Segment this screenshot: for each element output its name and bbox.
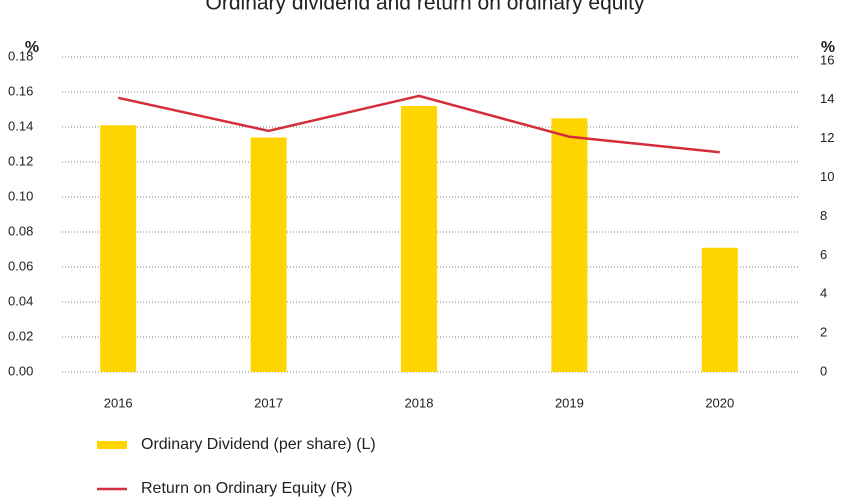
y-tick-label: 0.04 — [8, 293, 33, 308]
y2-tick-label: 12 — [820, 130, 834, 145]
legend-label: Ordinary Dividend (per share) (L) — [141, 436, 376, 453]
y2-tick-label: 0 — [820, 363, 827, 378]
y-tick-label: 0.14 — [8, 118, 33, 133]
chart-title: Ordinary dividend and return on ordinary… — [206, 0, 645, 15]
y-tick-label: 0.16 — [8, 83, 33, 98]
y2-tick-label: 6 — [820, 247, 827, 262]
x-tick-label: 2018 — [405, 395, 434, 410]
y2-tick-label: 14 — [820, 91, 834, 106]
y-axis-label: % — [25, 39, 39, 56]
y2-tick-label: 2 — [820, 325, 827, 340]
y2-axis-label: % — [821, 39, 835, 56]
y-tick-label: 0.10 — [8, 188, 33, 203]
x-tick-label: 2019 — [555, 395, 584, 410]
x-tick-label: 2020 — [705, 395, 734, 410]
y2-tick-label: 10 — [820, 169, 834, 184]
y2-tick-label: 16 — [820, 52, 834, 67]
bar — [551, 118, 588, 372]
bar — [250, 137, 287, 372]
legend-swatch — [97, 441, 127, 449]
y2-tick-label: 8 — [820, 208, 827, 223]
bar — [701, 247, 738, 372]
y2-tick-label: 4 — [820, 286, 827, 301]
bar — [401, 106, 437, 372]
bar — [100, 125, 137, 372]
y-tick-label: 0.06 — [8, 258, 33, 273]
legend-label: Return on Ordinary Equity (R) — [141, 480, 353, 497]
y-tick-label: 0.18 — [8, 48, 33, 63]
line — [117, 94, 720, 154]
y-tick-label: 0.02 — [8, 328, 33, 343]
x-tick-label: 2017 — [254, 395, 283, 410]
y-tick-label: 0.12 — [8, 153, 33, 168]
x-tick-label: 2016 — [104, 395, 133, 410]
y-tick-label: 0.00 — [8, 363, 33, 378]
y-tick-label: 0.08 — [8, 223, 33, 238]
